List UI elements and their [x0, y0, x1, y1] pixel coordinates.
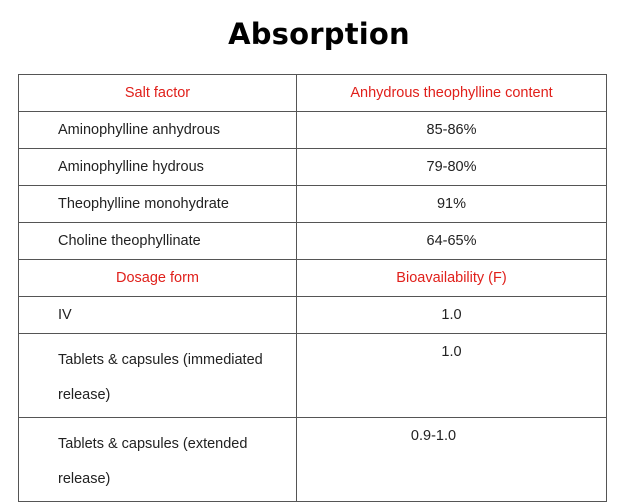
- row-value: 0.9-1.0: [296, 417, 607, 502]
- row-label: Aminophylline anhydrous: [18, 111, 297, 149]
- header-bioavailability: Bioavailability (F): [296, 259, 607, 297]
- table-row: Aminophylline hydrous 79-80%: [18, 148, 607, 186]
- table-header-row: Salt factor Anhydrous theophylline conte…: [18, 74, 607, 112]
- row-label: Tablets & capsules (extended release): [18, 417, 297, 502]
- header-anhydrous-content: Anhydrous theophylline content: [296, 74, 607, 112]
- slide-title: Absorption: [228, 17, 410, 51]
- header-dosage-form: Dosage form: [18, 259, 297, 297]
- row-label: IV: [18, 296, 297, 334]
- row-value: 85-86%: [296, 111, 607, 149]
- table-row: Choline theophyllinate 64-65%: [18, 222, 607, 260]
- row-value: 79-80%: [296, 148, 607, 186]
- row-value: 1.0: [296, 333, 607, 418]
- header-salt-factor: Salt factor: [18, 74, 297, 112]
- row-label: Tablets & capsules (immediated release): [18, 333, 297, 418]
- row-value: 1.0: [296, 296, 607, 334]
- row-value-text: 1.0: [441, 344, 462, 360]
- table-row: Tablets & capsules (immediated release) …: [18, 333, 607, 418]
- table-row: Theophylline monohydrate 91%: [18, 185, 607, 223]
- row-value: 91%: [296, 185, 607, 223]
- table-row: Tablets & capsules (extended release) 0.…: [18, 417, 607, 502]
- row-label: Choline theophyllinate: [18, 222, 297, 260]
- data-table: Salt factor Anhydrous theophylline conte…: [18, 74, 607, 502]
- table-row: Aminophylline anhydrous 85-86%: [18, 111, 607, 149]
- row-label: Aminophylline hydrous: [18, 148, 297, 186]
- table-row: IV 1.0: [18, 296, 607, 334]
- row-label: Theophylline monohydrate: [18, 185, 297, 223]
- row-value: 64-65%: [296, 222, 607, 260]
- row-value-text: 0.9-1.0: [410, 428, 457, 444]
- table-header-row: Dosage form Bioavailability (F): [18, 259, 607, 297]
